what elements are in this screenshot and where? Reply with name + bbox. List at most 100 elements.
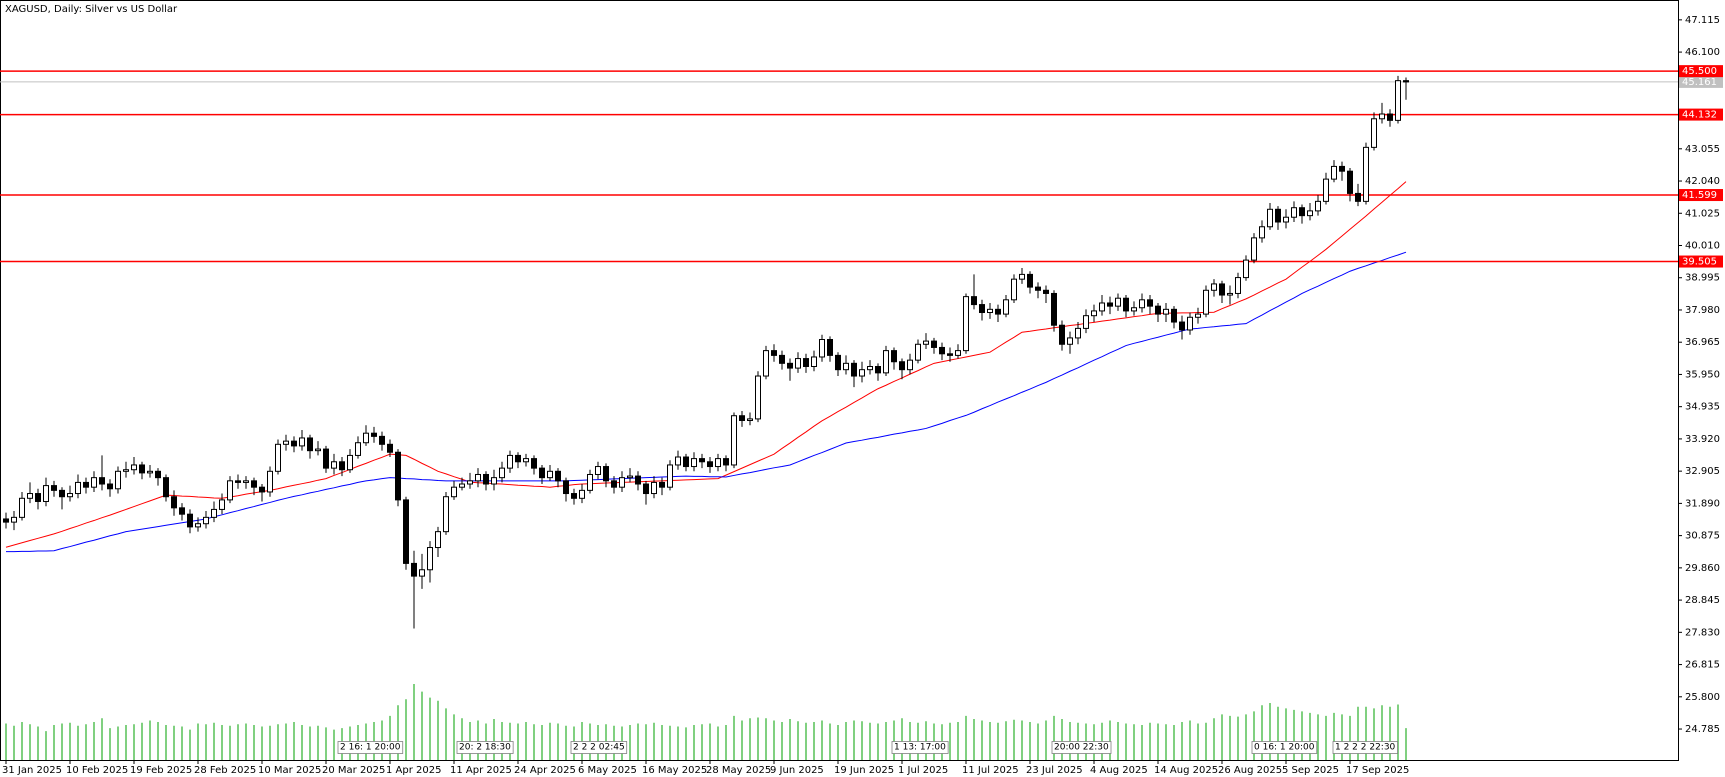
candle-body [467,480,473,485]
x-tick-label: 24 Apr 2025 [514,765,576,776]
candle-body [27,493,33,499]
candle-body [371,432,377,437]
level-label: 45.161 [1682,77,1717,88]
candle-body [1099,302,1105,312]
candle-body [1379,113,1385,120]
y-tick-label: 29.860 [1685,563,1720,574]
candle-body [1155,305,1161,315]
candle-body [147,470,153,474]
candle-body [155,470,161,479]
x-tick-label: 4 Aug 2025 [1090,765,1148,776]
candle-body [1067,337,1073,345]
y-tick-label: 28.845 [1685,595,1720,606]
candle-body [971,296,977,306]
candle-body [1131,307,1137,312]
candle-body [419,569,425,577]
candle-body [1363,146,1369,202]
annotation-box [456,741,514,754]
candle-body [171,496,177,509]
x-tick-label: 6 May 2025 [578,765,637,776]
candle-body [595,466,601,475]
candle-body [1075,327,1081,339]
candle-body [403,499,409,564]
x-tick-label: 17 Sep 2025 [1346,765,1409,776]
x-tick-label: 19 Feb 2025 [130,765,192,776]
x-tick-label: 10 Feb 2025 [66,765,128,776]
candle-body [1059,324,1065,345]
candle-body [1259,226,1265,239]
x-tick-label: 16 May 2025 [642,765,707,776]
candle-body [139,464,145,474]
candle-body [123,469,129,472]
annotation: 1 2 2 2 22:30 [1335,743,1396,753]
candle-body [251,480,257,488]
candle-body [43,485,49,502]
candle-body [1323,178,1329,202]
candle-body [747,418,753,421]
candle-body [1251,237,1257,261]
plot-frame [0,0,1679,761]
x-tick-label: 9 Jun 2025 [770,765,824,776]
candle-body [523,458,529,463]
level-label: 45.500 [1682,66,1717,77]
candle-body [1283,216,1289,223]
candle-body [1211,283,1217,291]
moving-average-line [5,181,1407,548]
annotation: 20: 2 18:30 [459,743,511,753]
candle-body [1315,200,1321,212]
candle-body [563,480,569,495]
y-tick-label: 43.055 [1685,144,1720,155]
y-tick-label: 36.965 [1685,337,1720,348]
candle-body [1011,278,1017,301]
candle-body [1147,299,1153,307]
candle-body [1195,313,1201,318]
candle-body [1291,207,1297,218]
candle-body [715,458,721,468]
candle-body [475,473,481,482]
candle-body [3,518,9,523]
y-tick-label: 30.875 [1685,531,1720,542]
x-tick-label: 1 Apr 2025 [386,765,441,776]
candle-body [1227,292,1233,296]
annotation: 1 13: 17:00 [894,743,946,753]
candle-body [859,369,865,377]
candle-body [1139,299,1145,309]
candle-body [915,343,921,361]
candle-body [739,415,745,421]
candle-body [675,456,681,466]
y-tick-label: 35.950 [1685,369,1720,380]
candle-body [955,350,961,356]
candle-body [1019,273,1025,280]
candle-body [179,507,185,515]
candle-body [539,467,545,479]
candle-body [763,350,769,377]
candle-body [691,458,697,468]
candle-body [395,451,401,501]
candle-body [651,481,657,495]
candle-body [939,346,945,355]
candle-body [19,497,25,518]
y-tick-label: 27.830 [1685,627,1720,638]
candle-body [355,442,361,456]
x-tick-label: 5 Sep 2025 [1282,765,1339,776]
candle-body [1083,315,1089,329]
y-tick-label: 47.115 [1685,15,1720,26]
candle-body [931,340,937,348]
candle-body [195,523,201,528]
x-tick-label: 10 Mar 2025 [258,765,321,776]
candle-body [643,483,649,495]
y-tick-label: 37.980 [1685,305,1720,316]
candle-body [835,354,841,371]
level-label: 44.132 [1682,110,1717,121]
candle-body [875,366,881,374]
candle-body [827,339,833,356]
candle-body [1027,273,1033,288]
level-label: 39.505 [1682,257,1717,268]
level-label-box [1679,75,1723,88]
x-tick-label: 28 May 2025 [706,765,771,776]
candle-body [635,475,641,485]
candle-body [843,362,849,371]
candle-body [587,473,593,491]
x-tick-label: 19 Jun 2025 [834,765,894,776]
